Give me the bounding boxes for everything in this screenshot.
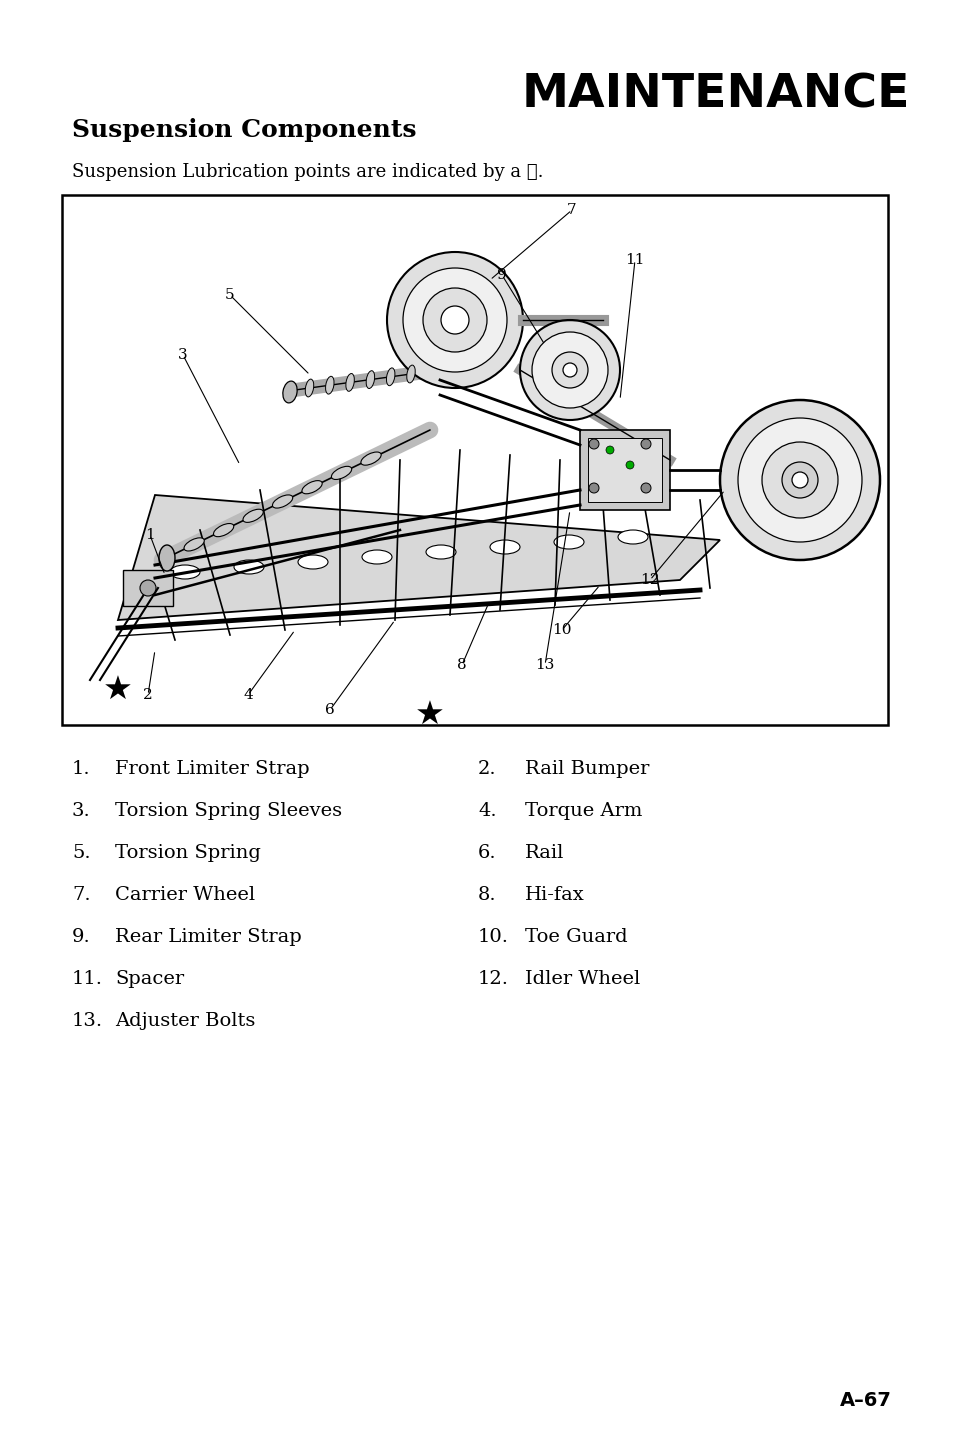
Ellipse shape xyxy=(213,523,233,537)
Circle shape xyxy=(625,461,634,470)
Text: Hi-fax: Hi-fax xyxy=(524,885,584,904)
Text: Suspension Lubrication points are indicated by a ★.: Suspension Lubrication points are indica… xyxy=(71,163,543,180)
Text: 11: 11 xyxy=(624,253,644,268)
Circle shape xyxy=(552,352,587,388)
Text: Rail Bumper: Rail Bumper xyxy=(524,760,649,778)
Ellipse shape xyxy=(490,539,519,554)
Text: Torsion Spring: Torsion Spring xyxy=(115,843,260,862)
Text: 5: 5 xyxy=(225,288,234,302)
Text: 8.: 8. xyxy=(477,885,497,904)
Text: 2.: 2. xyxy=(477,760,497,778)
Circle shape xyxy=(422,288,486,352)
Text: 1.: 1. xyxy=(71,760,91,778)
Text: Idler Wheel: Idler Wheel xyxy=(524,970,639,989)
Ellipse shape xyxy=(184,538,204,551)
Text: 10: 10 xyxy=(552,622,571,637)
Ellipse shape xyxy=(331,467,352,480)
Text: ★: ★ xyxy=(103,673,132,707)
Ellipse shape xyxy=(282,381,296,403)
Circle shape xyxy=(605,446,614,454)
Ellipse shape xyxy=(361,550,392,564)
Text: 8: 8 xyxy=(456,659,466,672)
Bar xyxy=(123,570,172,606)
Ellipse shape xyxy=(554,535,583,550)
Circle shape xyxy=(640,483,650,493)
Text: Spacer: Spacer xyxy=(115,970,184,989)
Bar xyxy=(587,438,661,502)
Ellipse shape xyxy=(233,560,264,574)
Text: MAINTENANCE: MAINTENANCE xyxy=(521,73,909,116)
Circle shape xyxy=(562,364,577,377)
Text: 5.: 5. xyxy=(71,843,91,862)
Circle shape xyxy=(387,252,522,388)
Text: 4: 4 xyxy=(243,688,253,702)
Circle shape xyxy=(738,417,862,542)
Text: ★: ★ xyxy=(415,698,444,731)
Text: Suspension Components: Suspension Components xyxy=(71,118,416,142)
Text: 6.: 6. xyxy=(477,843,497,862)
Ellipse shape xyxy=(360,452,381,465)
Ellipse shape xyxy=(305,379,314,397)
Ellipse shape xyxy=(243,509,263,522)
Ellipse shape xyxy=(618,531,647,544)
Ellipse shape xyxy=(297,555,328,569)
Circle shape xyxy=(532,332,607,409)
Circle shape xyxy=(519,320,619,420)
Text: 11.: 11. xyxy=(71,970,103,989)
Text: Rear Limiter Strap: Rear Limiter Strap xyxy=(115,928,301,947)
Circle shape xyxy=(761,442,837,518)
Text: Front Limiter Strap: Front Limiter Strap xyxy=(115,760,310,778)
Ellipse shape xyxy=(273,494,293,507)
Circle shape xyxy=(588,439,598,449)
Circle shape xyxy=(781,462,817,499)
Text: Rail: Rail xyxy=(524,843,564,862)
Text: 12: 12 xyxy=(639,573,659,587)
Text: Carrier Wheel: Carrier Wheel xyxy=(115,885,254,904)
Text: Toe Guard: Toe Guard xyxy=(524,928,627,947)
Ellipse shape xyxy=(170,566,200,579)
Text: 7: 7 xyxy=(567,204,577,217)
Text: Torsion Spring Sleeves: Torsion Spring Sleeves xyxy=(115,803,342,820)
Text: 3: 3 xyxy=(178,348,188,362)
Text: A–67: A–67 xyxy=(840,1391,891,1410)
Text: 1: 1 xyxy=(145,528,154,542)
Circle shape xyxy=(140,580,156,596)
Text: 9: 9 xyxy=(497,268,506,282)
Text: 9.: 9. xyxy=(71,928,91,947)
Text: Torque Arm: Torque Arm xyxy=(524,803,641,820)
Bar xyxy=(62,195,887,726)
Circle shape xyxy=(791,473,807,489)
Ellipse shape xyxy=(406,365,415,382)
Text: 4.: 4. xyxy=(477,803,497,820)
Text: 13: 13 xyxy=(535,659,554,672)
Bar xyxy=(579,430,669,510)
Circle shape xyxy=(402,268,506,372)
Ellipse shape xyxy=(325,377,334,394)
Polygon shape xyxy=(118,494,720,619)
Text: 7.: 7. xyxy=(71,885,91,904)
Text: 13.: 13. xyxy=(71,1012,103,1029)
Text: 12.: 12. xyxy=(477,970,509,989)
Text: 2: 2 xyxy=(143,688,152,702)
Circle shape xyxy=(640,439,650,449)
Ellipse shape xyxy=(159,545,174,571)
Text: 6: 6 xyxy=(325,702,335,717)
Text: 10.: 10. xyxy=(477,928,509,947)
Text: 3.: 3. xyxy=(71,803,91,820)
Circle shape xyxy=(440,305,469,334)
Text: Adjuster Bolts: Adjuster Bolts xyxy=(115,1012,255,1029)
Ellipse shape xyxy=(386,368,395,385)
Circle shape xyxy=(720,400,879,560)
Ellipse shape xyxy=(302,481,322,494)
Ellipse shape xyxy=(426,545,456,558)
Ellipse shape xyxy=(366,371,375,388)
Ellipse shape xyxy=(346,374,354,391)
Circle shape xyxy=(588,483,598,493)
